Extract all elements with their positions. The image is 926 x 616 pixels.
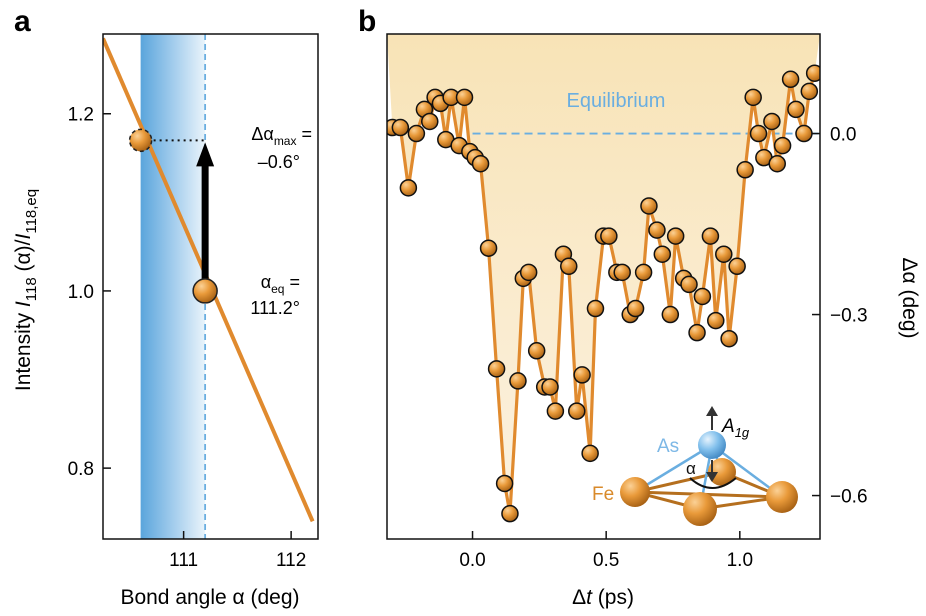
data-point: [640, 197, 658, 215]
data-point: [653, 245, 672, 263]
data-point: [666, 227, 685, 245]
data-point: [501, 504, 519, 523]
panel-b-x-tick-label: 0.5: [593, 550, 619, 571]
fe-atom: [620, 477, 650, 507]
panel-a-y-tick-label: 1.2: [68, 105, 94, 126]
a1g-arrow-head: [706, 406, 718, 416]
data-point: [509, 372, 527, 390]
alpha-eq-label: αeq =: [261, 272, 300, 296]
data-point: [805, 64, 820, 82]
data-point: [736, 161, 754, 179]
data-point: [749, 124, 768, 143]
data-point: [541, 378, 559, 396]
data-point: [661, 305, 680, 324]
data-point: [573, 366, 591, 384]
data-point: [407, 124, 426, 143]
data-point: [787, 100, 805, 119]
data-point: [527, 342, 546, 360]
data-point: [693, 287, 712, 306]
data-point: [455, 88, 474, 107]
panel-a-x-tick-label: 112: [276, 550, 306, 571]
data-point: [519, 263, 538, 282]
delta-alpha-max-value: –0.6°: [258, 152, 300, 172]
data-point: [495, 474, 514, 493]
data-point: [399, 179, 418, 197]
data-point: [581, 444, 599, 463]
fe-label: Fe: [592, 484, 614, 505]
as-label: As: [657, 436, 679, 457]
panel-letter-b: b: [358, 5, 376, 38]
panel-b-x-tick-label: 0.0: [459, 550, 485, 571]
panel-a-y-tick-label: 0.8: [68, 459, 94, 480]
panel-b-ticks: 0.0 −0.3 −0.6 0.0 0.5 1.0: [459, 125, 867, 571]
fe-atom: [683, 492, 717, 526]
data-point: [613, 263, 631, 282]
panel-a-x-axis-label: Bond angle α (deg): [120, 586, 299, 609]
panel-b-chart: 0.0 −0.3 −0.6 0.0 0.5 1.0 Equilibrium: [386, 33, 921, 609]
data-point: [626, 299, 645, 318]
data-point: [744, 88, 762, 107]
angle-arc: [689, 477, 737, 489]
panel-a-y-tick-label: 1.0: [68, 282, 94, 303]
data-point: [701, 227, 720, 245]
data-point: [568, 402, 586, 420]
data-point: [479, 239, 498, 257]
data-point: [768, 154, 786, 173]
equilibrium-label: Equilibrium: [567, 90, 666, 112]
data-point: [421, 112, 439, 131]
data-point: [487, 360, 506, 378]
data-point: [391, 118, 410, 137]
data-point: [688, 323, 706, 342]
data-point: [795, 124, 813, 143]
max-point-marker: [128, 128, 153, 153]
as-atom: [698, 431, 726, 459]
panel-b-x-tick-label: 1.0: [727, 550, 753, 571]
a1g-arrow-head-down: [706, 472, 718, 482]
data-point: [546, 402, 565, 420]
panel-a-ticks: 0.8 1.0 1.2 111 112: [68, 105, 307, 571]
panel-a-chart: 0.8 1.0 1.2 111 112 Δαmax = –0.6° αeq = 111.…: [12, 33, 319, 609]
data-point: [600, 227, 618, 245]
data-point: [763, 112, 781, 131]
data-point: [634, 263, 653, 282]
alpha-label: α: [686, 459, 696, 478]
fe-atom: [766, 481, 798, 513]
fe-atom: [708, 458, 736, 486]
panel-b-y-tick-label: 0.0: [830, 125, 856, 146]
panel-a-y-axis-label: Intensity I118 (α)/I118,eq: [12, 189, 40, 391]
data-point: [707, 311, 725, 330]
equilibrium-point-marker: [192, 278, 218, 304]
data-point: [715, 245, 733, 263]
data-point: [781, 70, 800, 89]
panel-b-x-axis-label: Δt (ps): [572, 586, 634, 609]
panel-a-frame: [102, 33, 319, 540]
data-point: [773, 136, 792, 155]
a1g-label: A1g: [721, 416, 750, 440]
panel-b-y-tick-label: −0.6: [830, 487, 868, 508]
data-point: [720, 329, 738, 348]
data-point: [680, 275, 698, 294]
data-point: [728, 257, 746, 276]
panel-a-x-tick-label: 111: [169, 550, 198, 571]
data-point: [586, 299, 605, 318]
data-point: [800, 82, 819, 101]
feas-structure-inset: As Fe α A1g: [592, 406, 798, 526]
shift-arrow-head: [196, 142, 215, 167]
panel-b-y-tick-label: −0.3: [830, 306, 868, 327]
panel-b-frame: [386, 33, 821, 540]
panel-letter-a: a: [14, 5, 31, 38]
alpha-eq-value: 111.2°: [250, 298, 300, 318]
data-point: [560, 257, 578, 276]
panel-b-y-axis-label: Δα (deg): [898, 257, 921, 338]
data-point: [471, 154, 490, 173]
series-points: [387, 64, 820, 523]
data-point: [648, 221, 666, 239]
deviation-fill-area: [387, 34, 820, 514]
delta-alpha-max-label: Δαmax =: [251, 124, 312, 148]
